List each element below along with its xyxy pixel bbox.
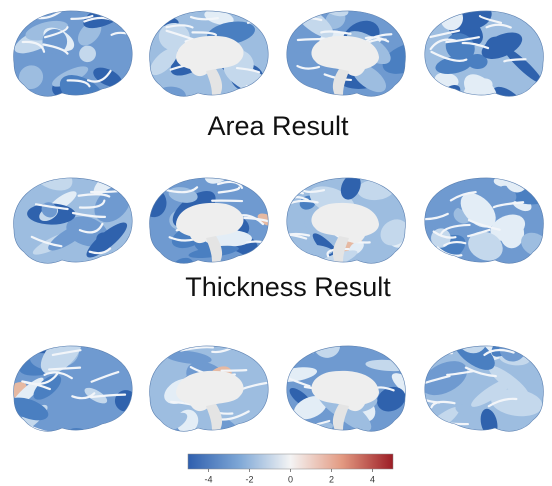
colorbar-tick-label: 2: [329, 474, 334, 484]
colorbar: [188, 454, 393, 469]
sulcus: [222, 370, 247, 371]
sulcus: [430, 343, 452, 353]
colorbar-tick-label: -4: [204, 474, 212, 484]
brain: [11, 0, 142, 119]
colorbar-tick-label: 4: [370, 474, 375, 484]
colorbar-tick-label: 0: [288, 474, 293, 484]
sulcus: [119, 181, 145, 189]
colorbar-tick-label: -2: [245, 474, 253, 484]
sulcus: [408, 15, 440, 25]
brain: [277, 171, 413, 275]
brain: [416, 317, 544, 440]
sulcus: [247, 84, 279, 89]
colorbar-ticks: -4 -2 0 2 4: [204, 469, 375, 484]
brain-region: [98, 340, 135, 354]
figure: Area Result Thickness Result -4 -2 0 2 4: [0, 0, 552, 486]
sulcus: [298, 39, 325, 40]
brain: [139, 145, 278, 280]
brain: [421, 165, 552, 271]
brain-region: [321, 0, 356, 12]
brain: [271, 0, 436, 98]
panel-title: Area Result: [207, 111, 349, 141]
brain: [147, 343, 268, 452]
panel-title: Thickness Result: [185, 272, 391, 302]
brain: [145, 7, 278, 113]
brain: [4, 326, 140, 472]
brain: [14, 153, 146, 264]
sulcus: [278, 351, 305, 358]
brain-renderings: [4, 0, 552, 472]
sulcus: [248, 14, 274, 23]
brain: [272, 330, 431, 441]
brain: [408, 0, 546, 130]
